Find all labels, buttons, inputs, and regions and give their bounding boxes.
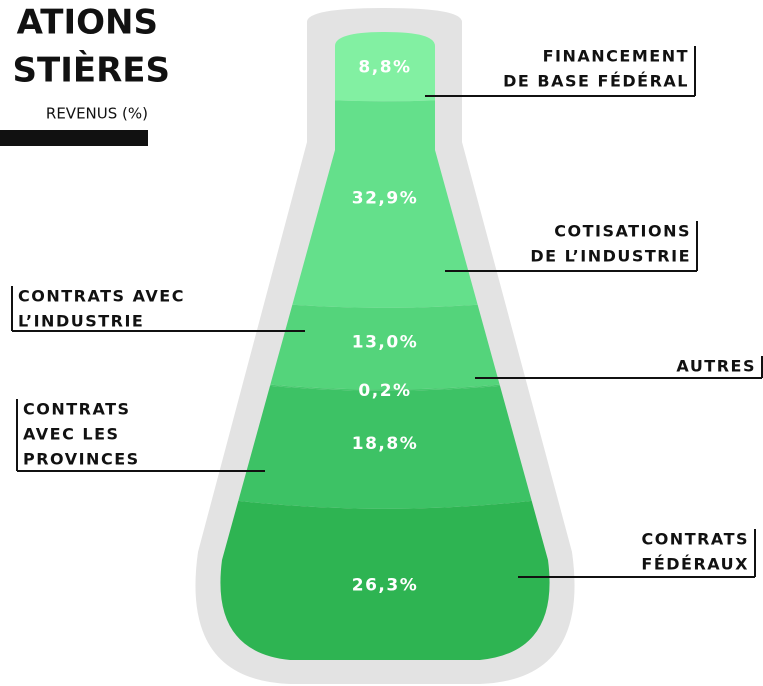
category-label: PROVINCES [23, 450, 140, 469]
subtitle: REVENUS (%) [46, 105, 148, 123]
category-label: DE BASE FÉDÉRAL [503, 72, 689, 91]
title-line: ATIONS [17, 3, 158, 43]
chart: ATIONS STIÈRES REVENUS (%) 8,8% 32,9% 13,0… [0, 0, 763, 686]
category-label: FÉDÉRAUX [641, 555, 749, 574]
value-label: 26,3% [352, 575, 418, 595]
category-label: L’INDUSTRIE [18, 312, 144, 331]
category-label: CONTRATS [641, 530, 749, 549]
category-label: FINANCEMENT [543, 47, 689, 66]
category-label: AVEC LES [23, 425, 120, 444]
category-label: AUTRES [676, 357, 756, 376]
page: ATIONS STIÈRES REVENUS (%) 8,8% 32,9% 13,0… [0, 0, 763, 686]
value-label: 13,0% [352, 333, 418, 353]
category-label: DE L’INDUSTRIE [530, 247, 691, 266]
category-label: CONTRATS [23, 400, 131, 419]
value-label: 18,8% [352, 434, 418, 454]
value-label: 32,9% [352, 189, 418, 209]
value-label: 8,8% [358, 58, 411, 78]
title-bar [0, 130, 148, 146]
category-label: COTISATIONS [554, 222, 691, 241]
title-line: STIÈRES [13, 50, 170, 91]
value-label: 0,2% [358, 381, 411, 401]
category-label: CONTRATS AVEC [18, 287, 185, 306]
